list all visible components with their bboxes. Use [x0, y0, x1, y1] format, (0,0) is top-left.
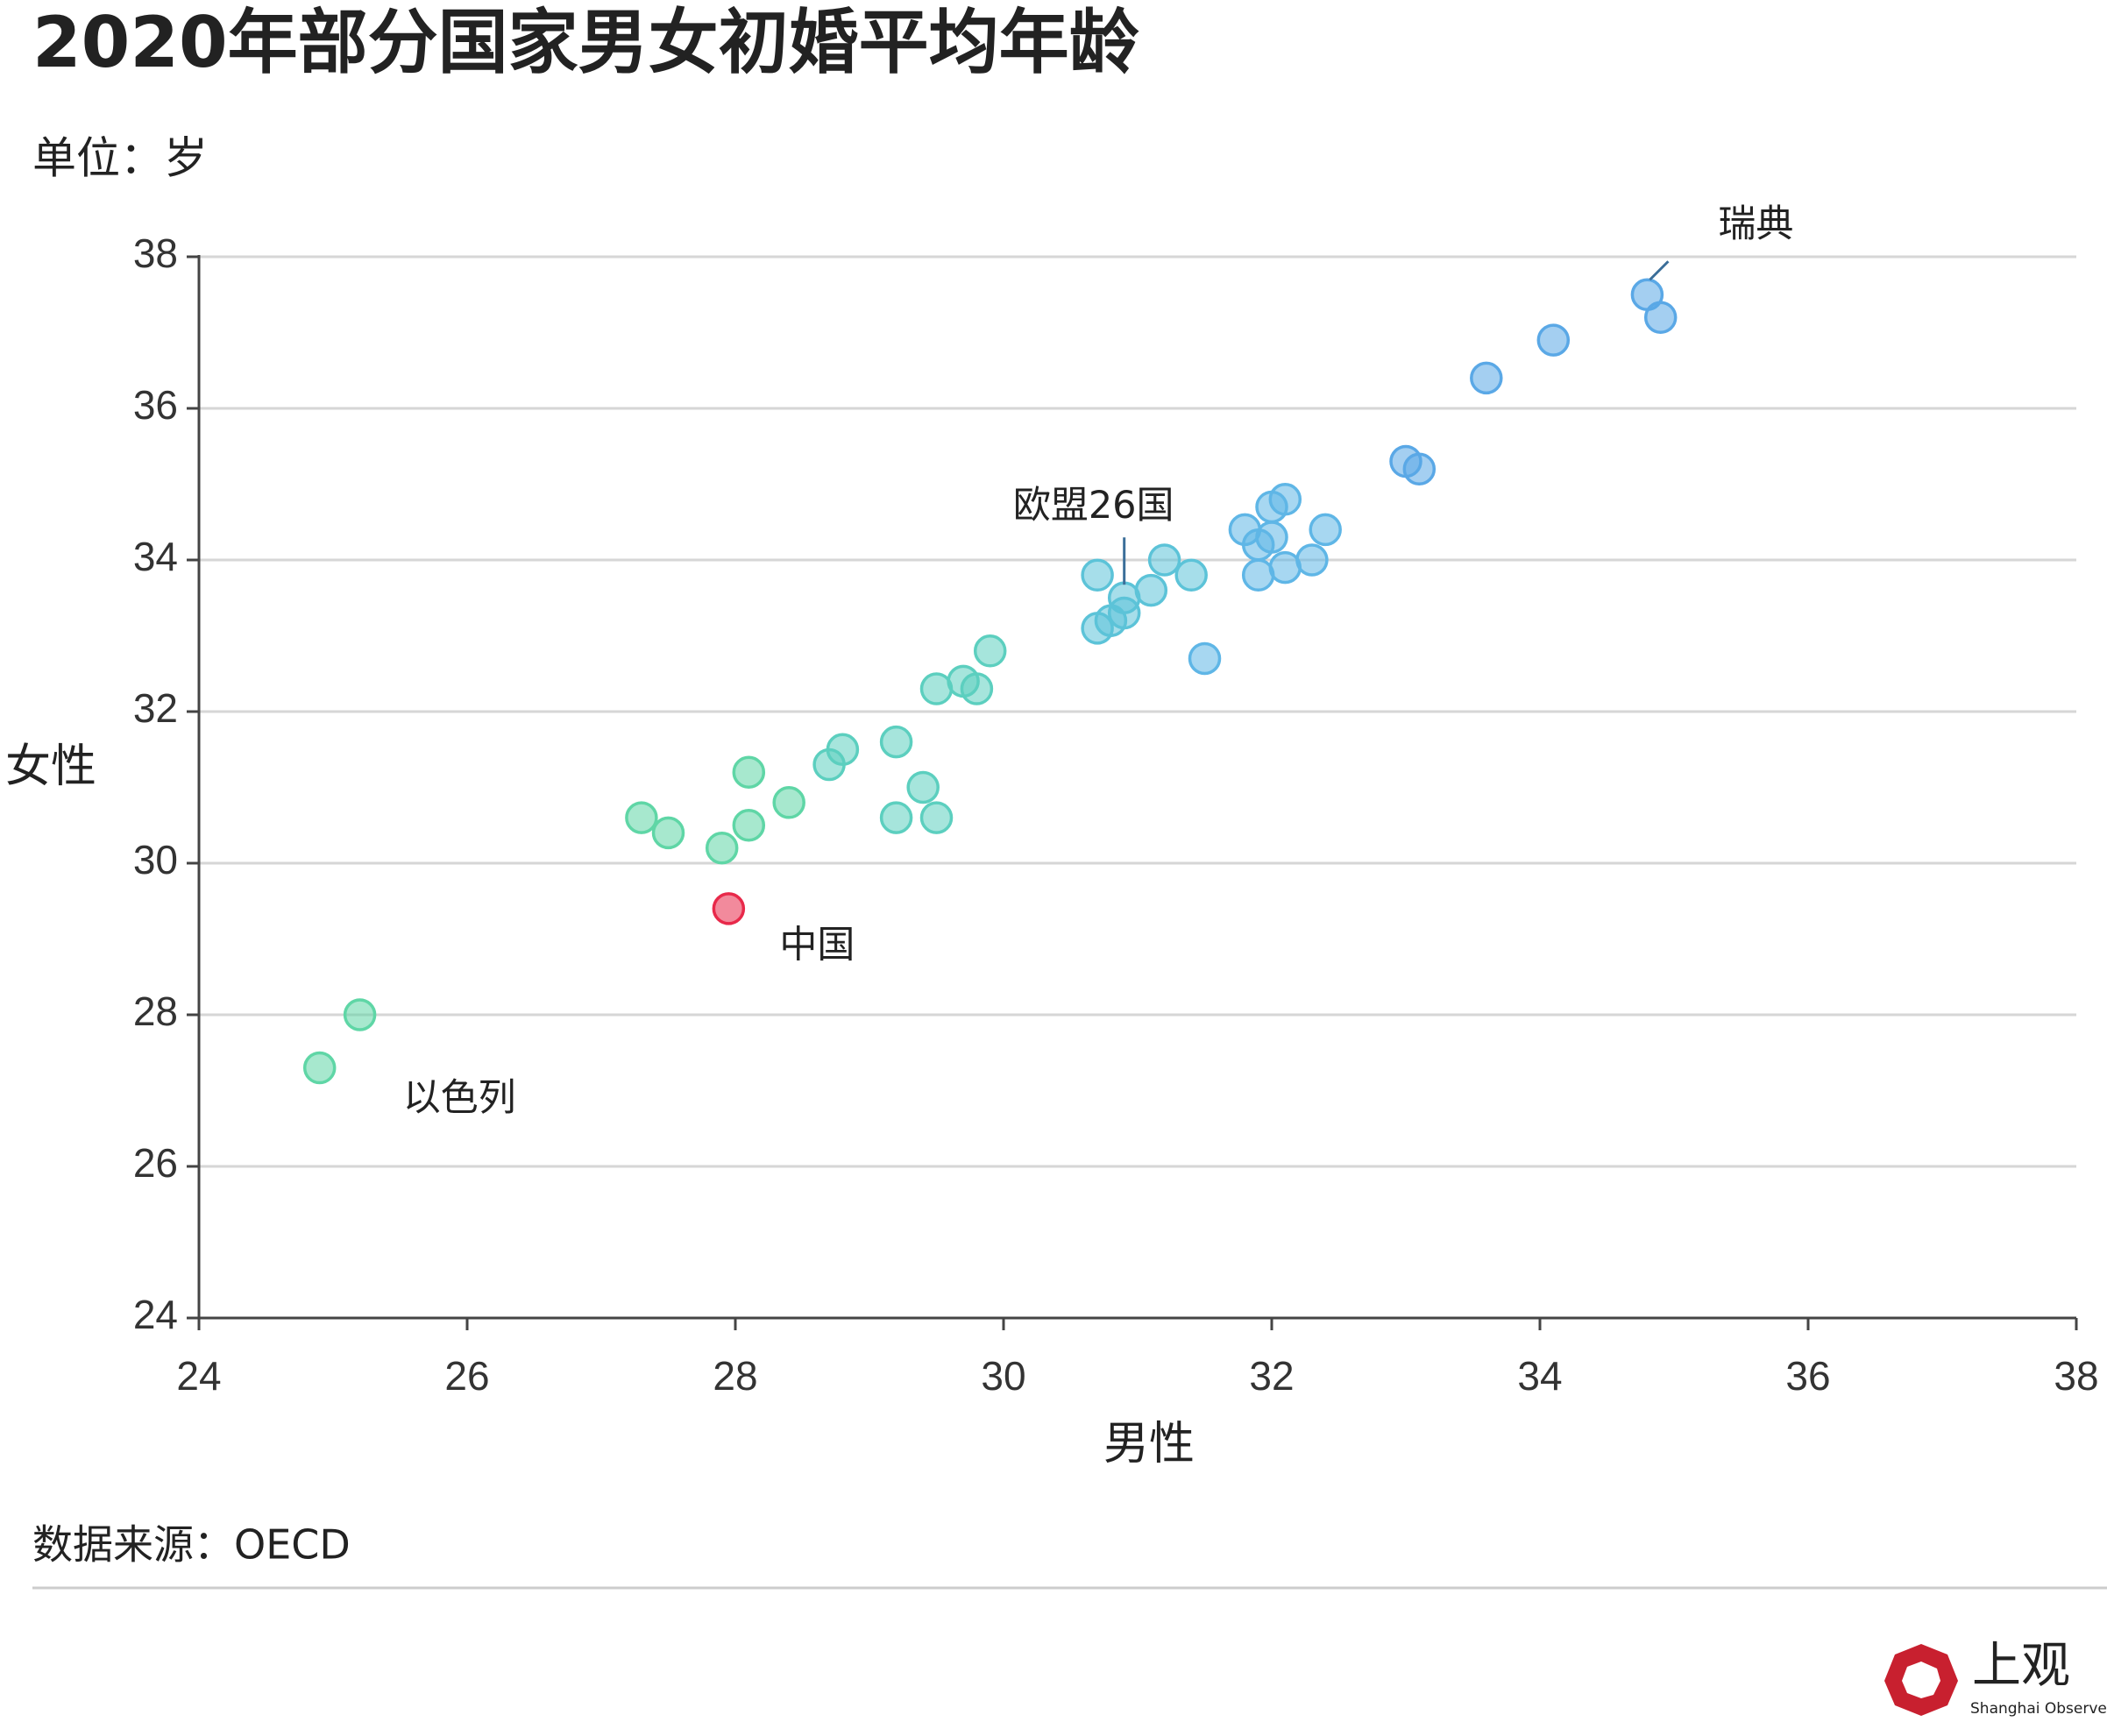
- scatter-point: [879, 801, 913, 834]
- logo-subtext: Shanghai Observer: [1970, 1700, 2107, 1718]
- chart-subtitle: 单位：岁: [32, 133, 208, 184]
- y-tick-label: 34: [133, 534, 178, 579]
- y-tick-label: 38: [133, 230, 178, 276]
- y-tick-label: 26: [133, 1140, 178, 1186]
- scatter-point: [1147, 543, 1181, 577]
- scatter-point: [772, 786, 805, 819]
- logo: 上观 Shanghai Observer: [1884, 1638, 2107, 1718]
- y-tick-label: 30: [133, 837, 178, 882]
- y-tick-label: 32: [133, 685, 178, 731]
- scatter-point: [1174, 558, 1208, 592]
- scatter-point: [1268, 483, 1302, 516]
- scatter-point: [960, 672, 994, 705]
- scatter-point: [1309, 513, 1342, 547]
- y-tick-label: 24: [133, 1292, 178, 1337]
- scatter-point: [625, 801, 658, 834]
- scatter-point: [879, 725, 913, 759]
- x-axis-label: 男性: [1103, 1418, 1195, 1470]
- source-note: 数据来源：OECD: [32, 1521, 351, 1569]
- scatter-point: [1081, 558, 1114, 592]
- x-tick-label: 28: [713, 1353, 757, 1399]
- scatter-point: [732, 809, 766, 842]
- x-tick-label: 38: [2054, 1353, 2098, 1399]
- x-tick-label: 32: [1249, 1353, 1294, 1399]
- scatter-point: [1255, 521, 1288, 554]
- scatter-point: [973, 634, 1007, 668]
- logo-mark-inner: [1902, 1662, 1940, 1698]
- point-label: 中国: [779, 923, 855, 967]
- scatter-point: [1470, 361, 1503, 395]
- y-tick-label: 36: [133, 382, 178, 428]
- x-tick-label: 30: [981, 1353, 1025, 1399]
- x-tick-label: 36: [1785, 1353, 1830, 1399]
- x-tick-label: 34: [1517, 1353, 1562, 1399]
- leader-line: [1649, 260, 1670, 281]
- chart-title: 2020年部分国家男女初婚平均年龄: [32, 2, 1139, 83]
- point-label: 以色列: [403, 1076, 516, 1120]
- scatter-point: [1643, 301, 1678, 334]
- scatter-point: [826, 733, 860, 766]
- point-label: 欧盟26国: [1013, 484, 1174, 528]
- x-tick-label: 26: [444, 1353, 489, 1399]
- scatter-point: [1402, 452, 1437, 485]
- scatter-point: [1241, 558, 1275, 592]
- y-tick-label: 28: [133, 988, 178, 1034]
- logo-text: 上观: [1972, 1638, 2070, 1695]
- scatter-point: [1268, 550, 1302, 585]
- scatter-point: [906, 770, 940, 804]
- scatter-point: [651, 816, 685, 850]
- scatter-point: [1188, 641, 1222, 676]
- scatter-point: [1107, 581, 1141, 614]
- scatter-point: [919, 801, 954, 834]
- scatter-point: [705, 831, 739, 865]
- scatter-point: [343, 998, 377, 1031]
- point-label: 瑞典: [1718, 202, 1793, 246]
- scatter-point: [302, 1051, 337, 1085]
- scatter-point: [1134, 573, 1168, 607]
- scatter-point: [712, 892, 746, 925]
- scatter-point: [1536, 323, 1571, 357]
- scatter-point: [1295, 543, 1329, 577]
- scatter-point: [732, 755, 766, 789]
- x-tick-label: 24: [176, 1353, 221, 1399]
- scatter-point: [919, 672, 954, 705]
- y-axis-label: 女性: [5, 740, 96, 793]
